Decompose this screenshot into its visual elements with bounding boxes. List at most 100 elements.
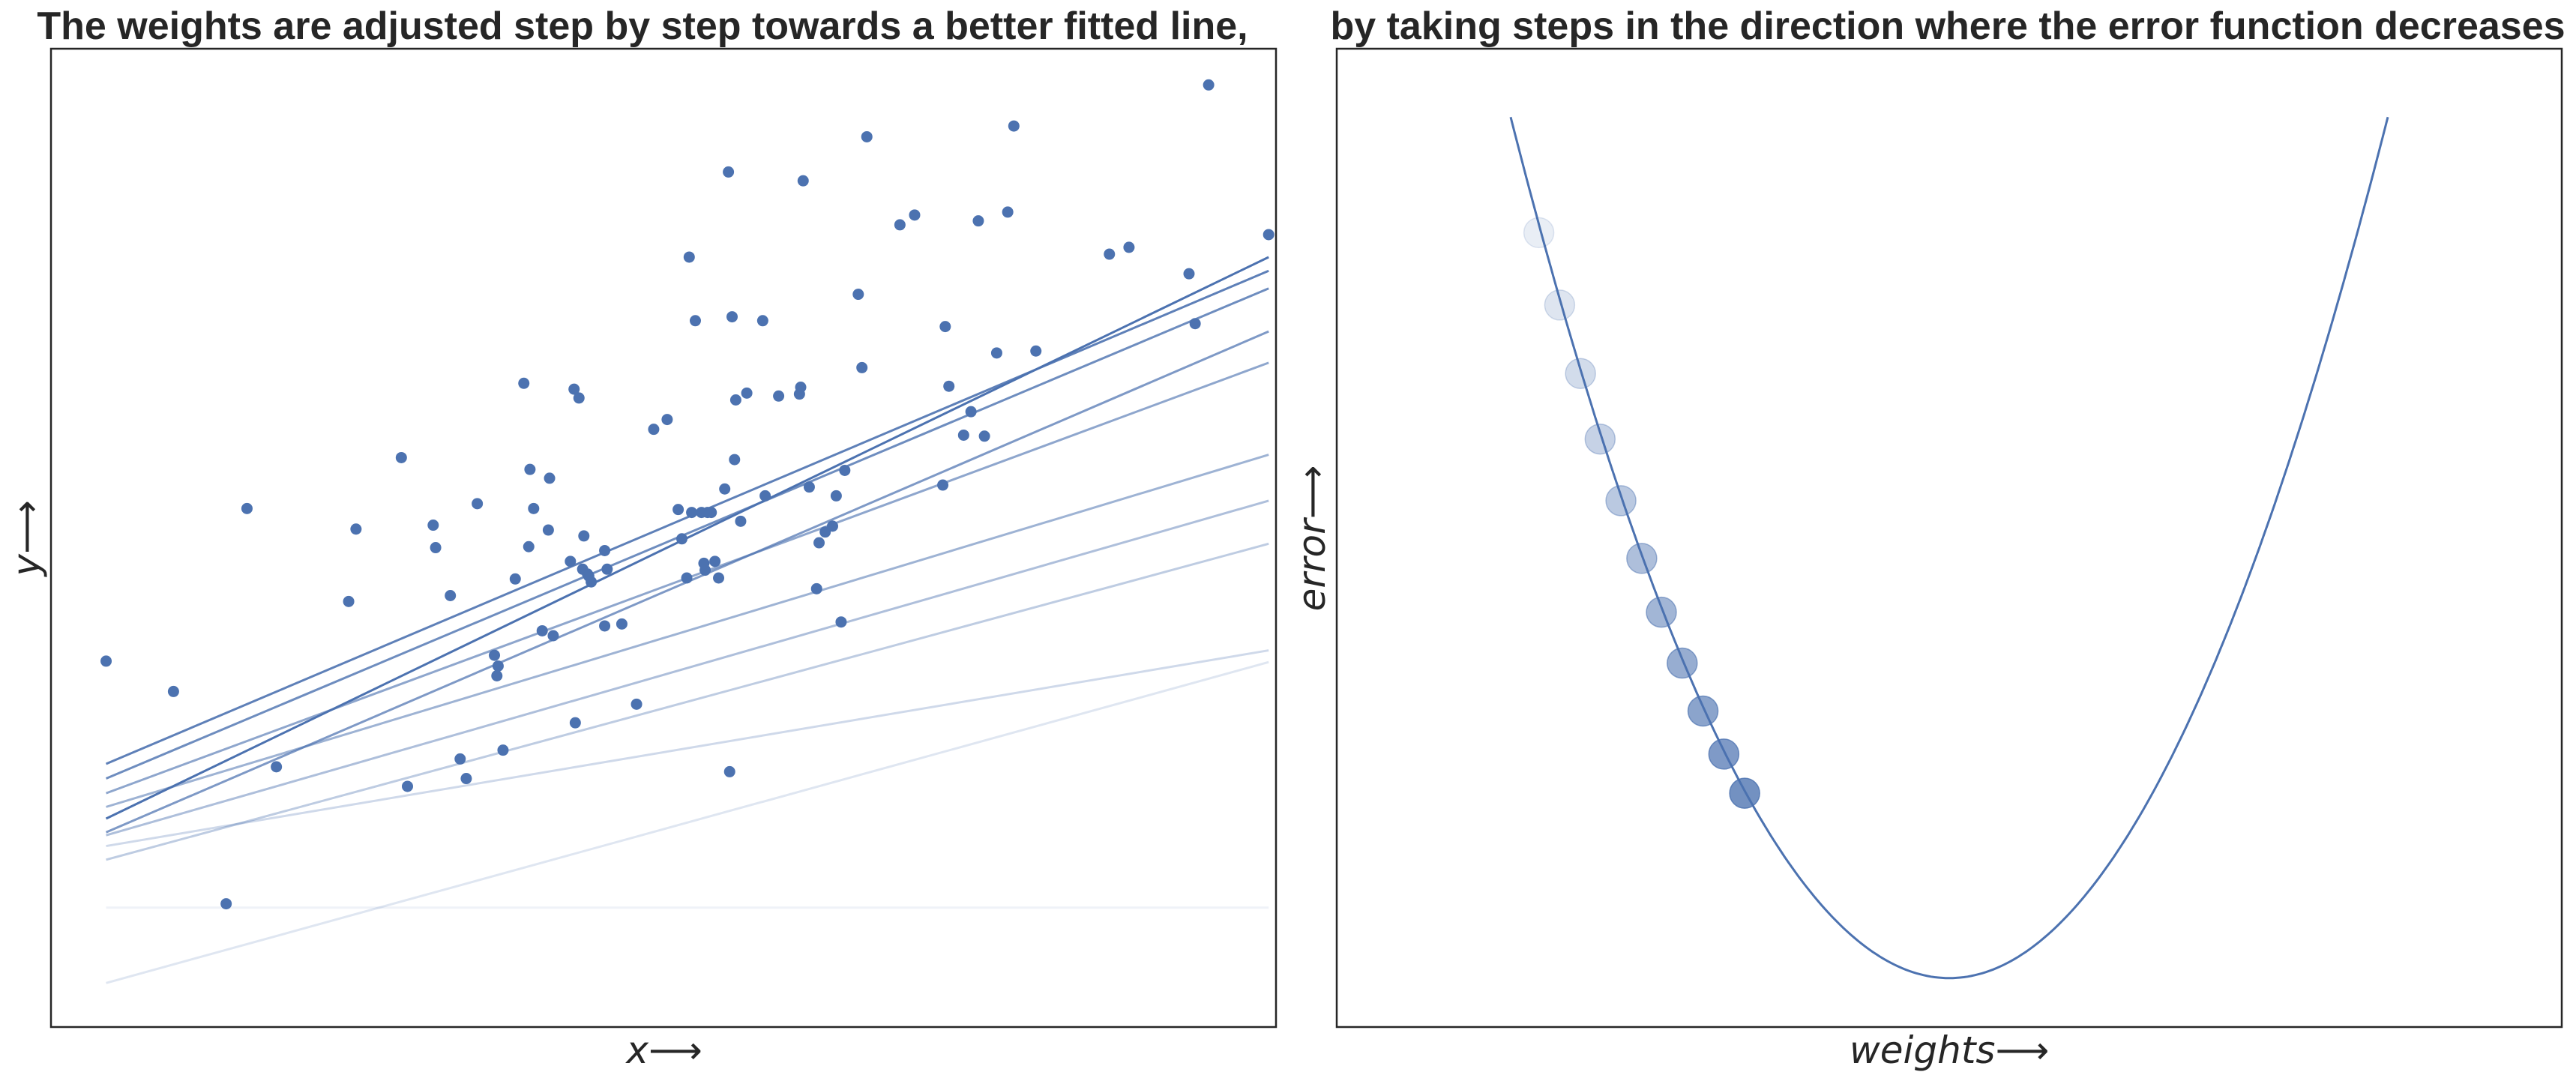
descent-step-2 (1544, 289, 1576, 321)
descent-step-10 (1708, 738, 1740, 770)
data-point (586, 576, 598, 588)
data-point (569, 717, 581, 729)
data-point (489, 649, 501, 661)
data-point (528, 502, 540, 514)
data-point (723, 166, 735, 178)
fit-line-step-9 (105, 287, 1269, 780)
data-point (797, 175, 809, 187)
data-point (861, 130, 873, 142)
data-point (978, 430, 990, 442)
data-point (937, 479, 949, 491)
data-point (445, 589, 457, 601)
data-point (672, 504, 684, 516)
data-point (427, 520, 439, 532)
data-point (220, 898, 232, 910)
data-point (852, 289, 864, 301)
left-chart-title: The weights are adjusted step by step to… (37, 4, 1248, 48)
data-point (709, 555, 721, 567)
data-point (759, 490, 771, 502)
data-point (661, 414, 673, 426)
descent-step-8 (1667, 647, 1698, 679)
right-plot-marks (1509, 116, 2389, 980)
right-x-axis-label: weights⟶ (1850, 1029, 2049, 1072)
data-point (542, 524, 554, 536)
right-y-axis-label: error⟶ (1290, 466, 1334, 612)
fit-line-step-5 (106, 499, 1269, 837)
data-point (894, 219, 906, 231)
data-point (568, 383, 580, 395)
error-panel: by taking steps in the direction where t… (1290, 4, 2566, 1072)
data-point (401, 780, 413, 792)
data-point (1008, 120, 1020, 132)
descent-step-6 (1626, 543, 1658, 574)
data-point (826, 520, 838, 532)
data-point (1030, 345, 1042, 357)
scatter-panel: The weights are adjusted step by step to… (4, 4, 1278, 1072)
data-point (735, 515, 747, 527)
descent-step-1 (1523, 217, 1555, 249)
data-point (565, 555, 577, 567)
data-point (719, 483, 731, 495)
data-point (524, 463, 536, 475)
descent-step-11 (1729, 777, 1760, 809)
data-point (813, 537, 825, 549)
descent-step-7 (1646, 596, 1677, 628)
data-point (943, 380, 955, 392)
data-point (547, 630, 559, 642)
data-point (454, 753, 466, 765)
data-point (723, 765, 735, 777)
right-chart-title: by taking steps in the direction where t… (1330, 4, 2565, 48)
data-point (460, 773, 472, 785)
data-point (350, 523, 362, 535)
data-point (835, 616, 847, 628)
fit-line-step-4 (106, 542, 1269, 861)
data-point (241, 502, 253, 514)
data-point (616, 618, 628, 630)
data-point (972, 215, 984, 227)
data-point (536, 624, 548, 636)
left-plot-marks (100, 79, 1275, 984)
data-point (1263, 229, 1275, 241)
data-point (599, 620, 611, 632)
data-point (726, 311, 738, 323)
data-point (909, 209, 921, 221)
data-point (683, 251, 695, 263)
data-point (939, 321, 951, 333)
data-point (957, 429, 969, 441)
data-point (601, 563, 613, 575)
data-point (271, 761, 283, 773)
data-point (648, 424, 660, 436)
data-point (631, 698, 643, 710)
data-point (686, 507, 698, 519)
data-point (830, 490, 842, 502)
fit-line-step-10 (105, 269, 1269, 765)
data-point (492, 660, 504, 672)
data-point (773, 390, 785, 402)
data-point (167, 685, 179, 697)
data-point (795, 382, 807, 394)
data-point (578, 530, 590, 542)
fit-line-step-2 (106, 660, 1269, 984)
data-point (1104, 248, 1116, 260)
data-point (100, 655, 112, 667)
data-point (990, 347, 1002, 359)
data-point (713, 572, 725, 584)
data-point (343, 595, 355, 607)
data-point (509, 573, 521, 585)
data-point (676, 533, 688, 545)
left-plot-frame (49, 47, 1278, 1029)
descent-step-3 (1565, 358, 1596, 390)
data-point (965, 406, 977, 418)
data-point (756, 315, 768, 327)
left-y-axis-label: y⟶ (4, 500, 48, 577)
error-curve (1509, 116, 2389, 980)
right-plot-frame (1335, 47, 2563, 1029)
data-point (856, 361, 868, 373)
data-point (395, 451, 407, 463)
data-point (599, 544, 611, 556)
data-point (573, 392, 585, 404)
data-point (1002, 206, 1014, 218)
data-point (1123, 241, 1135, 253)
data-point (523, 540, 535, 552)
